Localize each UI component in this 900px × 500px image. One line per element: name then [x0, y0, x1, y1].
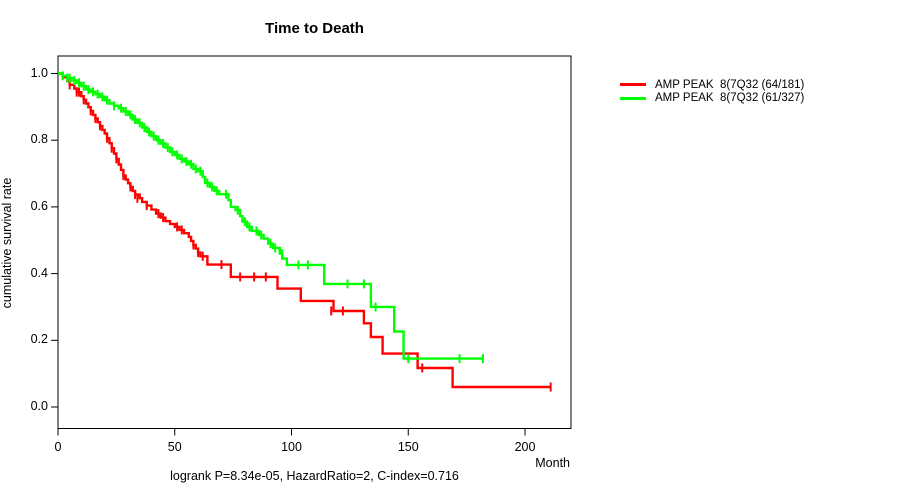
legend-item-label: AMP PEAK 8(7Q32 (64/181) — [655, 78, 805, 91]
plot-frame — [57, 55, 572, 429]
chart-title: Time to Death — [265, 20, 364, 37]
green-survival-curve — [58, 72, 483, 360]
y-tick-label: 0.6 — [30, 198, 48, 213]
y-tick-label: 0.4 — [30, 265, 48, 280]
y-tick-label: 1.0 — [30, 65, 48, 80]
legend-item-label: AMP PEAK 8(7Q32 (61/327) — [655, 92, 805, 105]
legend-line-swatch — [620, 96, 646, 100]
y-tick-label: 0.2 — [30, 332, 48, 347]
stats-annotation: logrank P=8.34e-05, HazardRatio=2, C-ind… — [170, 469, 459, 483]
x-axis-unit-label: Month — [535, 456, 570, 470]
x-tick-label: 0 — [54, 440, 62, 454]
legend-item: AMP PEAK 8(7Q32 (61/327) — [620, 92, 804, 106]
x-tick-label: 100 — [281, 440, 302, 454]
y-tick-label: 0.8 — [30, 132, 48, 147]
legend: AMP PEAK 8(7Q32 (64/181) AMP PEAK 8(7Q32… — [620, 78, 804, 105]
legend-item: AMP PEAK 8(7Q32 (64/181) — [620, 78, 804, 92]
x-tick-label: 50 — [167, 440, 182, 454]
x-tick-label: 200 — [514, 440, 536, 454]
x-tick-label: 150 — [397, 440, 419, 454]
y-tick-label: 0.0 — [30, 399, 48, 413]
y-axis-label: cumulative survival rate — [0, 177, 14, 309]
legend-line-swatch — [620, 83, 646, 87]
